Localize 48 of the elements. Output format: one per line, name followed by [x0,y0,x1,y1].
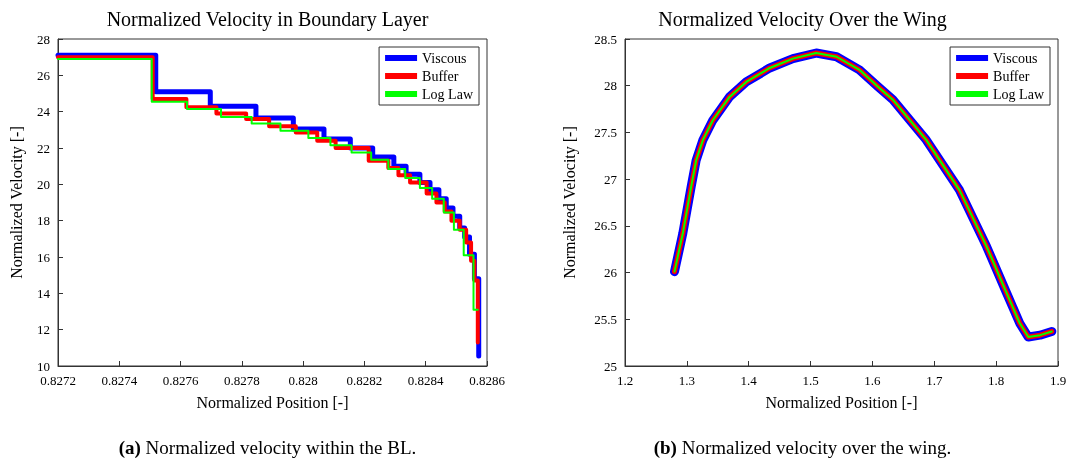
chart-title: Normalized Velocity Over the Wing [658,8,947,31]
legend-label: Log Law [422,86,474,102]
legend-label: Viscous [993,50,1038,66]
x-tick-label: 1.5 [802,373,819,388]
x-tick-label: 0.8286 [469,373,506,388]
x-tick-label: 1.4 [740,373,758,388]
legend-label: Viscous [422,50,467,66]
chart-title: Normalized Velocity in Boundary Layer [106,8,429,31]
y-tick-label: 14 [37,285,51,301]
legend-label: Buffer [993,68,1030,84]
x-tick-label: 0.8272 [40,373,76,388]
y-tick-label: 28.5 [594,31,617,47]
x-tick-label: 0.8274 [101,373,138,388]
legend-label: Buffer [422,68,459,84]
x-tick-label: 1.8 [988,373,1005,388]
x-tick-label: 1.3 [678,373,695,388]
y-tick-label: 26.5 [594,218,617,234]
y-tick-label: 10 [37,358,50,374]
x-tick-label: 0.8276 [162,373,199,388]
y-tick-label: 25.5 [594,311,617,327]
y-tick-label: 22 [37,140,50,156]
y-axis-title: Normalized Velocity [-] [560,126,579,279]
x-tick-label: 0.8278 [223,373,260,388]
y-tick-label: 24 [37,104,51,120]
y-tick-label: 26 [604,265,618,281]
legend-label: Log Law [993,86,1045,102]
y-tick-label: 25 [604,358,617,374]
y-tick-label: 18 [37,213,50,229]
x-tick-label: 0.8284 [407,373,445,388]
x-tick-label: 1.6 [864,373,882,388]
text: (b) Normalized velocity over the wing. [653,437,952,459]
x-axis-title: Normalized Position [-] [765,393,918,411]
x-tick-label: 0.8282 [346,373,383,388]
y-tick-label: 16 [37,249,51,265]
x-tick-label: 1.9 [1049,373,1067,388]
y-axis-title: Normalized Velocity [-] [7,126,26,279]
y-tick-label: 28 [37,31,50,47]
y-tick-label: 28 [604,78,617,94]
y-tick-label: 26 [37,67,51,83]
y-tick-label: 27.5 [594,124,617,140]
x-tick-label: 1.7 [926,373,943,388]
y-tick-label: 12 [37,322,50,338]
text: (a) Normalized velocity within the BL. [118,437,417,459]
x-axis-title: Normalized Position [-] [196,393,349,411]
x-tick-label: 0.828 [288,373,318,388]
y-tick-label: 27 [604,171,618,187]
y-tick-label: 20 [37,176,50,192]
x-tick-label: 1.2 [616,373,634,388]
